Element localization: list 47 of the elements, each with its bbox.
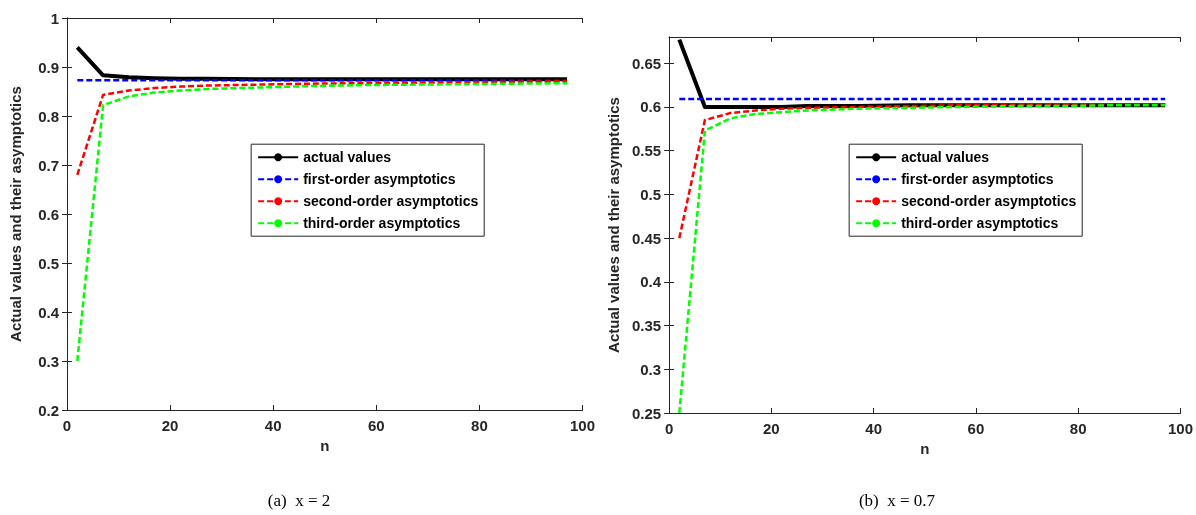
legend-label: first-order asymptotics [901,171,1054,188]
x-tick-label: 100 [569,417,595,434]
y-axis-title: Actual values and their asymptotics [7,86,24,342]
legend-label: third-order asymptotics [901,215,1059,232]
y-tick-label: 0.4 [38,303,60,321]
x-tick-label: 20 [763,420,780,437]
y-tick-label: 1 [50,9,59,27]
y-tick-label: 0.25 [631,404,662,422]
legend-label: actual values [303,149,392,166]
y-tick-label: 0.2 [38,401,59,419]
x-tick-label: 20 [161,417,179,434]
x-tick-label: 0 [664,420,674,437]
x-tick-label: 80 [471,417,488,434]
x-tick-label: 40 [865,420,882,437]
y-tick-label: 0.4 [640,273,662,291]
y-tick-label: 0.45 [631,229,662,247]
legend-label: actual values [901,149,990,166]
x-axis-title: n [920,440,930,457]
text: (b) x = 0.7 [858,491,936,510]
x-tick-label: 100 [1167,420,1193,437]
legend-label: third-order asymptotics [303,215,461,232]
x-axis-title: n [320,437,330,454]
y-tick-label: 0.5 [38,254,59,272]
x-tick-label: 60 [367,417,385,434]
legend-label: first-order asymptotics [303,171,456,188]
y-tick-label: 0.9 [38,58,59,76]
y-tick-label: 0.6 [640,98,662,116]
legend-label: second-order asymptotics [303,193,479,210]
y-tick-label: 0.8 [38,107,59,125]
y-tick-label: 0.7 [38,156,59,174]
y-tick-label: 0.3 [640,360,662,378]
y-axis-title: Actual values and their asymptotics [605,97,622,353]
line-series [678,103,1167,415]
y-tick-label: 0.5 [640,185,662,203]
y-tick-label: 0.55 [631,142,662,160]
x-tick-label: 60 [967,420,985,437]
x-tick-label: 80 [1069,420,1087,437]
y-tick-label: 0.6 [38,205,59,223]
text: (a) x = 2 [267,491,331,510]
x-tick-label: 0 [62,417,72,434]
legend-label: second-order asymptotics [901,193,1077,210]
y-tick-label: 0.35 [631,317,662,335]
y-tick-label: 0.3 [38,352,59,370]
x-tick-label: 40 [264,417,282,434]
line-series [678,103,1167,240]
line-series [76,81,569,363]
y-tick-label: 0.65 [631,54,662,72]
